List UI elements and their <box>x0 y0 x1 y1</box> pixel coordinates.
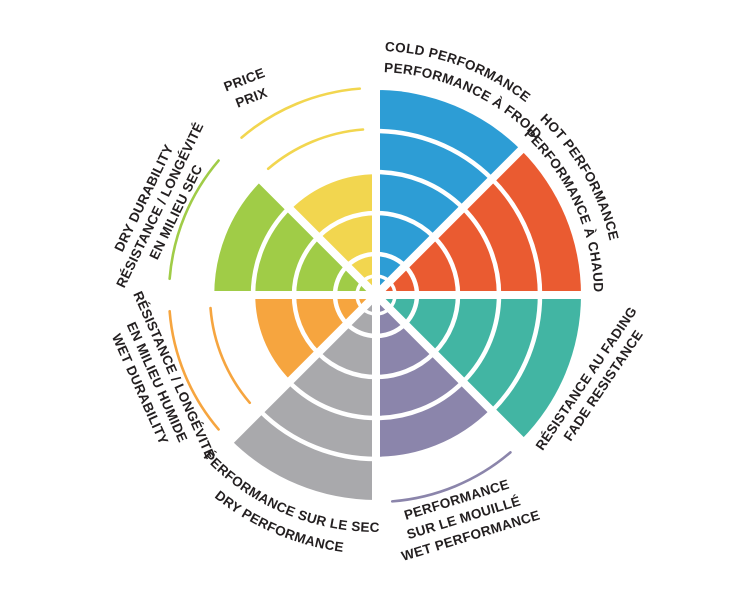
wedge-price <box>289 172 376 295</box>
scale-arc-dry-durability <box>168 159 220 281</box>
wedge-dry-durability <box>212 179 376 295</box>
sector-divider <box>223 142 379 298</box>
sector-divider <box>373 142 529 298</box>
sector-divider <box>223 292 379 448</box>
wedge-dry-performance <box>231 295 376 501</box>
wedge-cold-performance <box>376 90 521 295</box>
scale-arc-price <box>266 128 365 171</box>
scale-arc-wet-performance <box>390 451 512 503</box>
wheel-geometry <box>164 83 588 507</box>
sector-divider <box>373 292 529 448</box>
scale-arc-wet-durability <box>168 309 220 431</box>
wedge-hot-performance <box>376 150 581 295</box>
label-dry-durability-line2: RÉSISTANCE / LONGÉVITÉ <box>113 120 206 290</box>
scale-arc-price <box>240 87 362 139</box>
scale-arc-wet-durability <box>209 306 252 405</box>
wedge-wet-performance <box>376 295 492 459</box>
wedge-fade-resistance <box>376 295 581 440</box>
wedge-wet-durability <box>253 295 376 382</box>
